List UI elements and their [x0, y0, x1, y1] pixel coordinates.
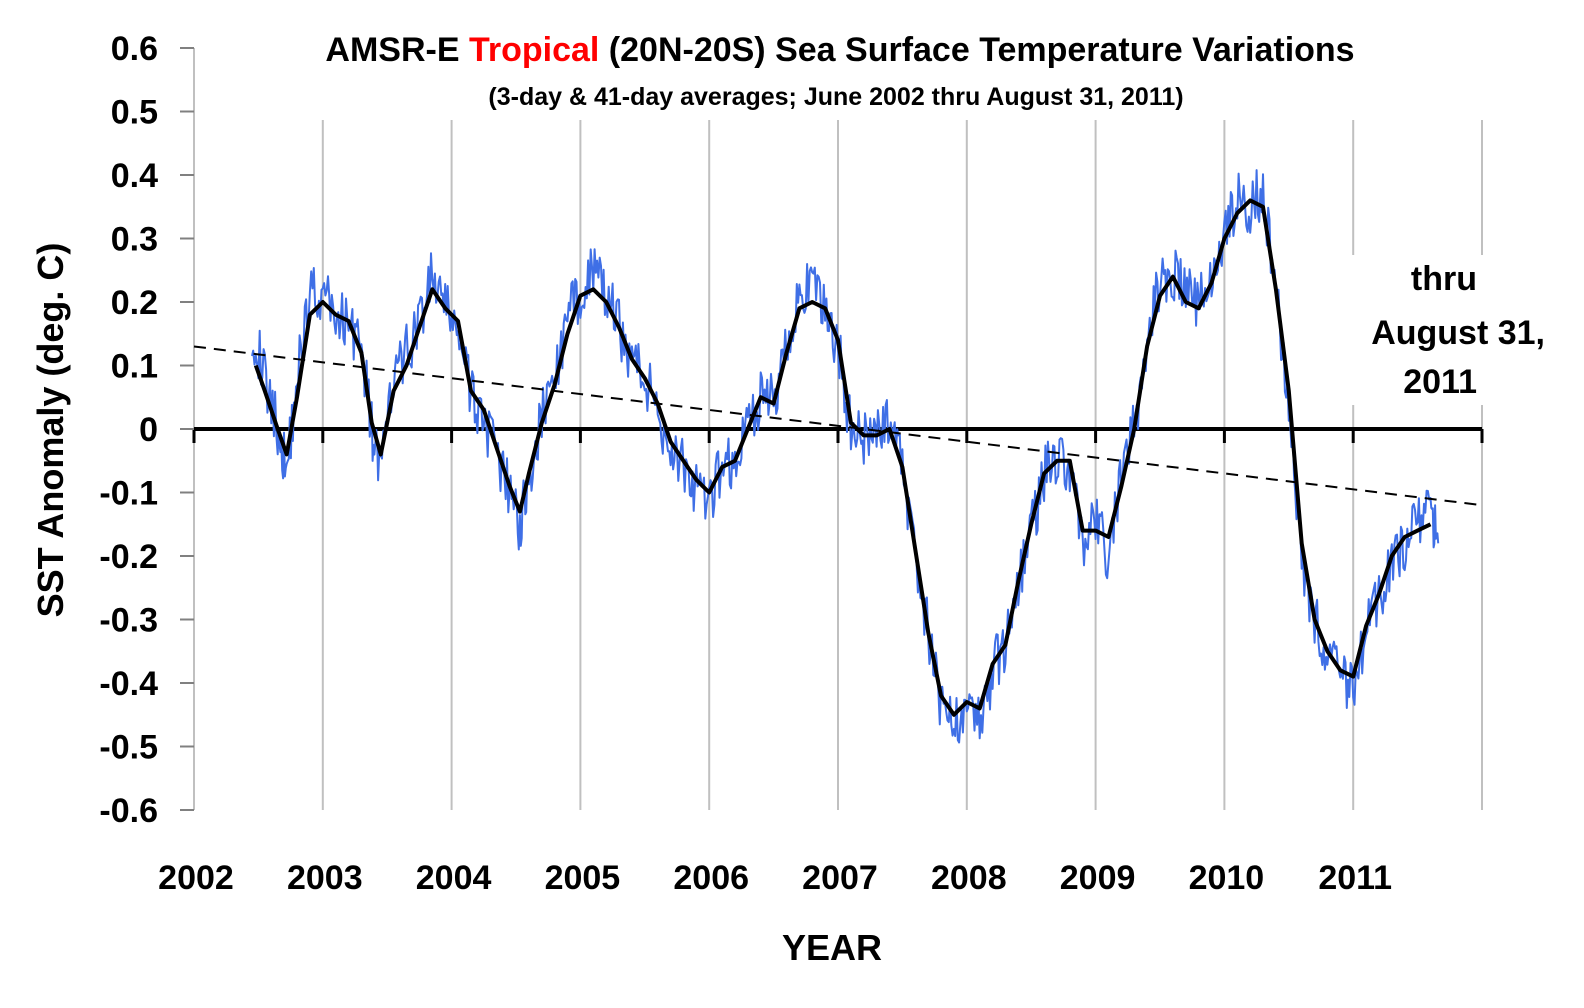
series-41day-line — [253, 198, 1432, 717]
chart-subtitle: (3-day & 41-day averages; June 2002 thru… — [488, 83, 1183, 111]
y-tick-label: 0.4 — [111, 157, 158, 195]
y-tick-label: -0.6 — [99, 792, 158, 830]
x-tick-label: 2003 — [287, 859, 363, 897]
annotation-line-3: 2011 — [1403, 363, 1477, 401]
trend-line — [193, 345, 1483, 507]
x-tick-label: 2008 — [931, 859, 1007, 897]
y-tick-label: 0.6 — [111, 30, 158, 68]
chart-title: AMSR-E Tropical (20N-20S) Sea Surface Te… — [325, 31, 1354, 69]
y-tick-label: -0.1 — [99, 475, 158, 513]
x-tick-label: 2010 — [1189, 859, 1265, 897]
y-tick-label: -0.5 — [99, 729, 158, 767]
title-backdrop — [196, 26, 1486, 72]
y-tick-label: -0.3 — [99, 602, 158, 640]
title-part-2-highlight: Tropical — [469, 31, 599, 69]
y-tick-label: 0.1 — [111, 348, 158, 386]
x-tick-label: 2005 — [545, 859, 621, 897]
title-part-1: AMSR-E — [325, 31, 469, 69]
annotation-line-1: thru — [1411, 260, 1477, 298]
x-tick-label: 2006 — [673, 859, 749, 897]
y-tick-label: -0.2 — [99, 538, 158, 576]
x-tick-labels: 2002 2003 2004 2005 2006 2007 2008 2009 2010 2011 — [158, 859, 1392, 897]
y-tick-label: 0.3 — [111, 221, 158, 259]
annotation-line-2: August 31, — [1371, 314, 1545, 352]
x-tick-label: 2004 — [416, 859, 492, 897]
y-tick-label: -0.4 — [99, 665, 158, 703]
x-tick-label: 2007 — [802, 859, 878, 897]
y-tick-label: 0.5 — [111, 94, 158, 132]
title-part-3: (20N-20S) Sea Surface Temperature Variat… — [609, 31, 1355, 69]
x-tick-label: 2011 — [1318, 859, 1392, 897]
y-axis-label: SST Anomaly (deg. C) — [30, 243, 71, 618]
annotation-backdrop — [1325, 255, 1545, 405]
y-tick-labels: 0.6 0.5 0.4 0.3 0.2 0.1 0 -0.1 -0.2 -0.3 -0.4 -0.5 -… — [99, 30, 194, 830]
x-tick-label: 2009 — [1060, 859, 1136, 897]
x-axis-label: YEAR — [782, 927, 882, 968]
zero-line-group — [192, 427, 1484, 443]
series-group — [193, 169, 1483, 744]
y-tick-label: 0 — [139, 411, 158, 449]
y-tick-label: 0.2 — [111, 284, 158, 322]
x-tick-label: 2002 — [158, 859, 234, 897]
